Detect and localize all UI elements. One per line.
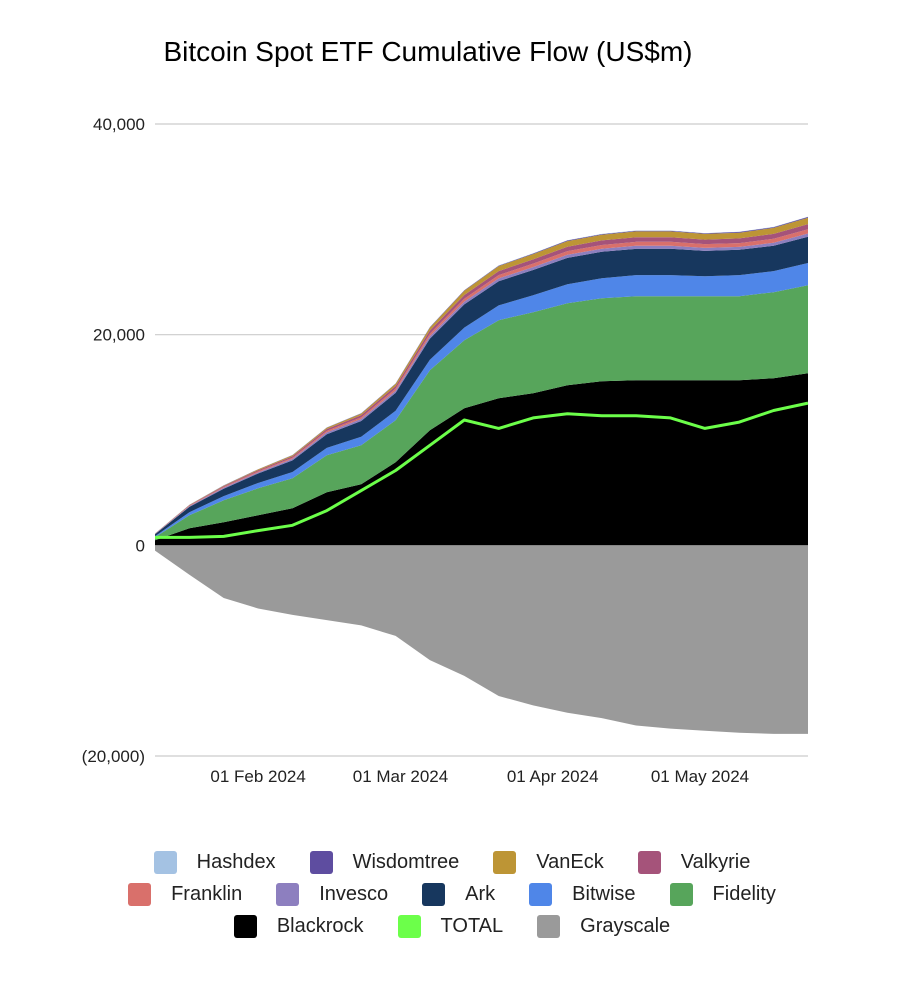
line-total: [155, 401, 809, 539]
legend-label: Bitwise: [572, 882, 636, 905]
y-axis: 40,000 20,000 0 (20,000): [82, 115, 145, 766]
legend-swatch: [422, 882, 446, 906]
legend-item-invesco: Invesco: [276, 882, 389, 906]
legend-label: Valkyrie: [680, 850, 751, 873]
area-valkyrie: [155, 224, 808, 534]
y-tick-label: 40,000: [93, 115, 145, 134]
legend-swatch: [309, 850, 333, 874]
legend-swatch: [529, 882, 553, 906]
lines: [155, 401, 809, 539]
area-bitwise: [155, 263, 808, 538]
legend-row: Blackrock TOTAL Grayscale: [0, 910, 904, 942]
legend-item-total: TOTAL: [397, 914, 504, 938]
legend-row: Franklin Invesco Ark Bitwise Fidelity: [0, 878, 904, 910]
area-grayscale: [155, 545, 808, 734]
chart-title: Bitcoin Spot ETF Cumulative Flow (US$m): [163, 36, 692, 67]
legend-item-hashdex: Hashdex: [153, 850, 276, 874]
legend-swatch: [669, 882, 693, 906]
x-tick-label: 01 May 2024: [651, 767, 749, 786]
y-tick-label: (20,000): [82, 747, 145, 766]
x-tick-label: 01 Apr 2024: [507, 767, 599, 786]
legend-label: Franklin: [171, 882, 243, 905]
legend-label: TOTAL: [440, 914, 504, 937]
legend-label: Blackrock: [276, 914, 364, 937]
legend-item-franklin: Franklin: [128, 882, 243, 906]
legend-label: Grayscale: [580, 914, 671, 937]
areas: [155, 216, 808, 734]
legend-swatch: [493, 850, 517, 874]
legend-item-grayscale: Grayscale: [537, 914, 671, 938]
legend-item-bitwise: Bitwise: [529, 882, 636, 906]
legend: Hashdex Wisdomtree VanEck Valkyrie Franklin I…: [0, 846, 904, 942]
legend-label: Hashdex: [196, 850, 276, 873]
legend-item-valkyrie: Valkyrie: [637, 850, 751, 874]
legend-label: Fidelity: [712, 882, 776, 905]
legend-item-vaneck: VanEck: [493, 850, 604, 874]
area-fidelity: [155, 285, 808, 541]
legend-swatch: [537, 914, 561, 938]
area-ark: [155, 236, 808, 537]
x-tick-label: 01 Mar 2024: [353, 767, 448, 786]
legend-swatch: [276, 882, 300, 906]
legend-swatch: [637, 850, 661, 874]
y-tick-label: 20,000: [93, 326, 145, 345]
y-tick-label: 0: [136, 536, 145, 555]
legend-label: Wisdomtree: [352, 850, 460, 873]
legend-swatch: [128, 882, 152, 906]
legend-item-wisdomtree: Wisdomtree: [309, 850, 460, 874]
area-vaneck: [155, 217, 808, 534]
legend-label: Ark: [465, 882, 496, 905]
legend-label: VanEck: [536, 850, 604, 873]
legend-item-fidelity: Fidelity: [669, 882, 776, 906]
legend-swatch: [153, 850, 177, 874]
legend-item-blackrock: Blackrock: [233, 914, 364, 938]
legend-swatch: [233, 914, 257, 938]
legend-swatch: [397, 914, 421, 938]
legend-row: Hashdex Wisdomtree VanEck Valkyrie: [0, 846, 904, 878]
legend-item-ark: Ark: [422, 882, 496, 906]
x-axis: 01 Feb 2024 01 Mar 2024 01 Apr 2024 01 May …: [210, 767, 749, 786]
legend-label: Invesco: [319, 882, 389, 905]
x-tick-label: 01 Feb 2024: [210, 767, 305, 786]
